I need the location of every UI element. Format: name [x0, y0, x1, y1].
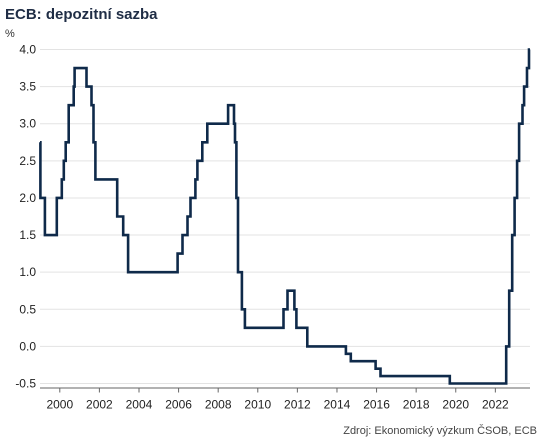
y-tick-label: 2.5	[19, 154, 36, 168]
y-axis-ticks: 4.0 3.5 3.0 2.5 2.0 1.5 1.0 0.5 0.0 -0.5	[15, 43, 36, 391]
x-tick-label: 2006	[165, 398, 192, 412]
source-note: Zdroj: Ekonomický výzkum ČSOB, ECB	[343, 425, 537, 437]
x-tick-label: 2020	[442, 398, 469, 412]
rate-series-line	[39, 48, 531, 385]
chart-title: ECB: depozitní sazba	[5, 6, 158, 23]
x-axis: 2000 2002 2004 2006 2008 2010 2012 2014 2016 2018…	[40, 387, 530, 412]
series-group	[39, 48, 531, 385]
x-tick-label: 2014	[324, 398, 351, 412]
x-tick-label: 2010	[244, 398, 271, 412]
grid-lines	[40, 49, 530, 384]
y-tick-label: 3.5	[19, 80, 36, 94]
y-tick-label: 3.0	[19, 117, 36, 131]
y-tick-label: 1.0	[19, 265, 36, 279]
y-tick-label: 1.5	[19, 228, 36, 242]
y-tick-label: 0.5	[19, 302, 36, 316]
y-axis-unit: %	[5, 28, 15, 40]
x-tick-label: 2004	[126, 398, 153, 412]
x-tick-label: 2022	[482, 398, 509, 412]
x-tick-label: 2008	[205, 398, 232, 412]
x-tick-label: 2016	[363, 398, 390, 412]
x-tick-label: 2012	[284, 398, 311, 412]
x-tick-label: 2000	[46, 398, 73, 412]
y-tick-label: 4.0	[19, 43, 36, 57]
x-tick-label: 2002	[86, 398, 113, 412]
y-tick-label: 2.0	[19, 191, 36, 205]
x-tick-label: 2018	[403, 398, 430, 412]
y-tick-label: 0.0	[19, 339, 36, 353]
y-tick-label: -0.5	[15, 377, 36, 391]
